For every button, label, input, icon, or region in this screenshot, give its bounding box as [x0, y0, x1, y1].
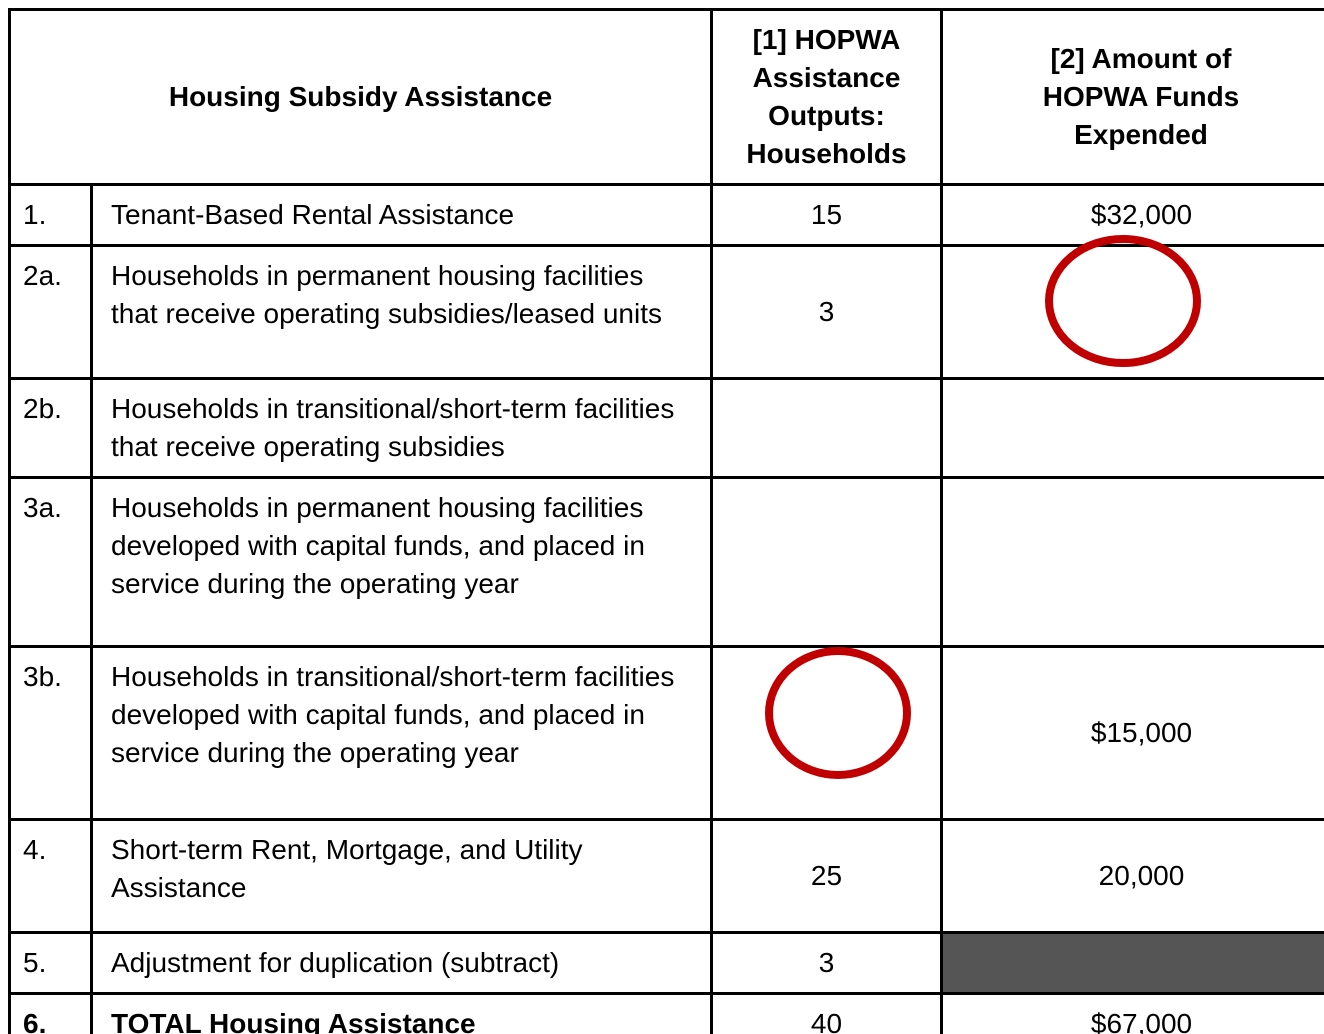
header-text: [2] Amount of HOPWA Funds Expended [1042, 43, 1240, 150]
table-cell: Tenant-Based Rental Assistance [90, 183, 713, 247]
cell-value: 3 [818, 296, 835, 327]
table-cell: 3a. [8, 476, 93, 648]
table-cell: Households in transitional/short-term fa… [90, 377, 713, 479]
table-cell: 2a. [8, 244, 93, 380]
cell-value: 15 [810, 199, 843, 230]
header-text: [1] HOPWA Assistance Outputs: Households [746, 24, 907, 169]
row-number: 6. [23, 1008, 47, 1034]
row-label: Households in permanent housing faciliti… [111, 260, 663, 329]
cell-value: 3 [818, 947, 835, 978]
row-number: 2b. [23, 393, 62, 424]
table-row: 4. Short-term Rent, Mortgage, and Utility… [8, 818, 1324, 934]
table-cell: 3 [710, 931, 943, 995]
table-cell: 20,000 [940, 818, 1324, 934]
header-cell: [2] Amount of HOPWA Funds Expended [940, 8, 1324, 186]
cell-value: $67,000 [1090, 1008, 1193, 1034]
table-cell: 1. [8, 183, 93, 247]
row-number: 2a. [23, 260, 62, 291]
cell-value: $15,000 [1090, 717, 1193, 748]
table-cell: 5. [8, 931, 93, 995]
row-label: Households in permanent housing faciliti… [111, 492, 645, 599]
table-row: 3a. Households in permanent housing facil… [8, 476, 1324, 648]
table-cell: 25 [710, 818, 943, 934]
row-label: Households in transitional/short-term fa… [111, 661, 675, 768]
row-label: Short-term Rent, Mortgage, and Utility A… [111, 834, 583, 903]
table-cell [710, 645, 943, 821]
row-number: 1. [23, 199, 47, 230]
table-row: 2a. Households in permanent housing facil… [8, 244, 1324, 380]
cell-value: $32,000 [1090, 199, 1193, 230]
table-cell: 3b. [8, 645, 93, 821]
table-cell [940, 476, 1324, 648]
row-number: 3b. [23, 661, 62, 692]
table-cell: Short-term Rent, Mortgage, and Utility A… [90, 818, 713, 934]
row-label: Households in transitional/short-term fa… [111, 393, 675, 462]
cell-value: 25 [810, 860, 843, 891]
table-cell: 3 [710, 244, 943, 380]
header-cell: [1] HOPWA Assistance Outputs: Households [710, 8, 943, 186]
header-cell: Housing Subsidy Assistance [8, 8, 713, 186]
cell-value: 20,000 [1098, 860, 1185, 891]
table-row: 3b. Households in transitional/short-term… [8, 645, 1324, 821]
table-cell: $67,000 [940, 992, 1324, 1034]
table-row: 2b. Households in transitional/short-term… [8, 377, 1324, 479]
table-cell: 40 [710, 992, 943, 1034]
table-cell: 15 [710, 183, 943, 247]
red-circle [1045, 235, 1201, 367]
red-circle [765, 647, 911, 779]
header-row: Housing Subsidy Assistance [1] HOPWA Ass… [8, 8, 1324, 186]
table-cell [940, 931, 1324, 995]
table-cell: 2b. [8, 377, 93, 479]
row-number: 3a. [23, 492, 62, 523]
row-number: 5. [23, 947, 47, 978]
row-label: Adjustment for duplication (subtract) [111, 947, 560, 978]
table-row: 5. Adjustment for duplication (subtract) 3 [8, 931, 1324, 995]
table-row: 6. TOTAL Housing Assistance 40 $67,000 [8, 992, 1324, 1034]
table-cell [940, 244, 1324, 380]
table-cell [710, 377, 943, 479]
assistance-table: Housing Subsidy Assistance [1] HOPWA Ass… [8, 8, 1324, 1034]
table-cell: Households in permanent housing faciliti… [90, 476, 713, 648]
table-cell [710, 476, 943, 648]
table-cell: $15,000 [940, 645, 1324, 821]
row-number: 4. [23, 834, 47, 865]
table-cell [940, 377, 1324, 479]
cell-value: 40 [810, 1008, 843, 1034]
table-cell: 4. [8, 818, 93, 934]
header-text: Housing Subsidy Assistance [168, 81, 553, 112]
table-cell: Households in permanent housing faciliti… [90, 244, 713, 380]
table-cell: 6. [8, 992, 93, 1034]
row-label: TOTAL Housing Assistance [111, 1008, 476, 1034]
row-label: Tenant-Based Rental Assistance [111, 199, 515, 230]
table-cell: Households in transitional/short-term fa… [90, 645, 713, 821]
table-cell: TOTAL Housing Assistance [90, 992, 713, 1034]
table-cell: Adjustment for duplication (subtract) [90, 931, 713, 995]
